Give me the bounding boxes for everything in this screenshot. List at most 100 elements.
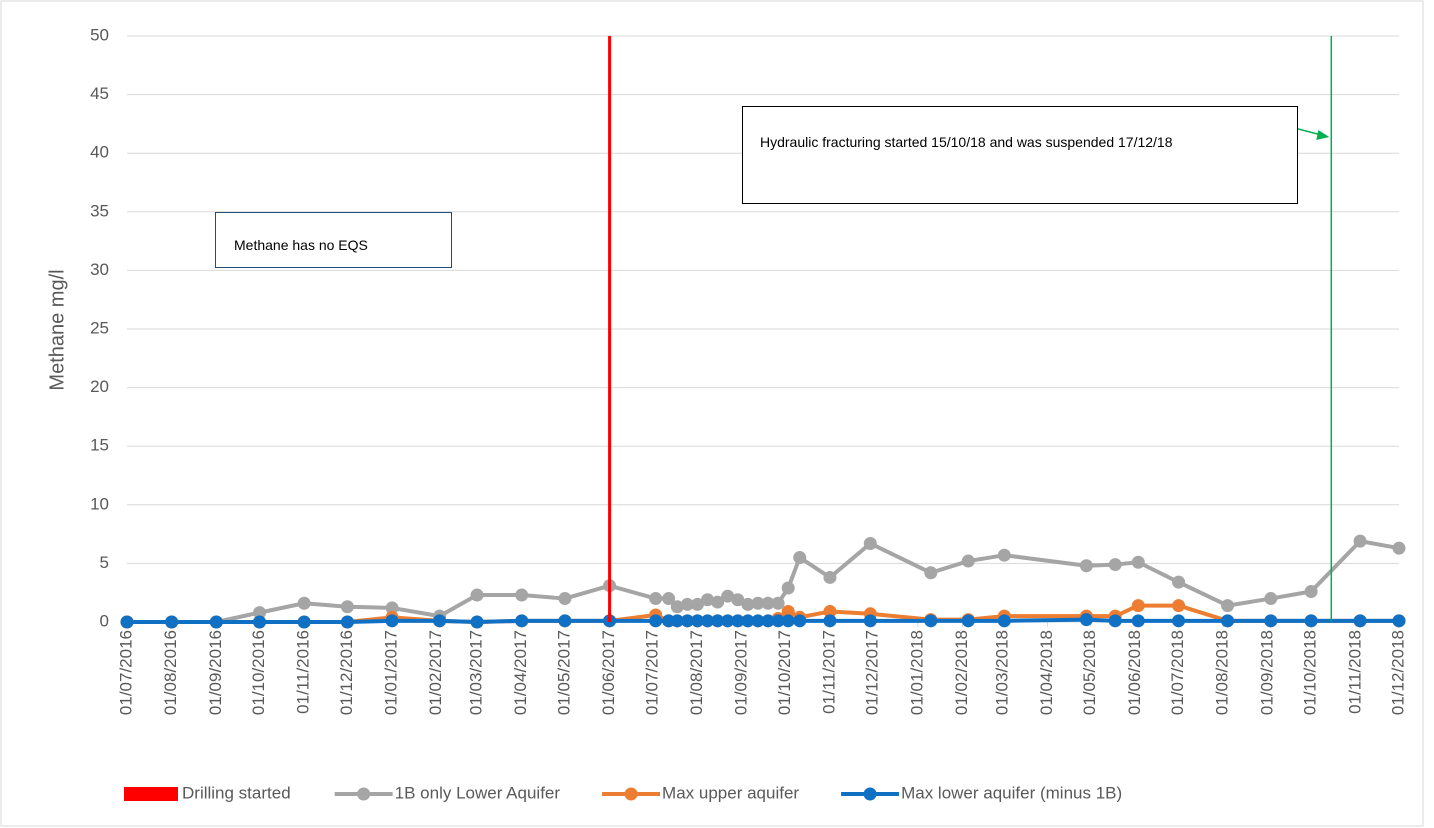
point — [670, 614, 684, 628]
point — [701, 614, 715, 628]
point — [297, 596, 311, 610]
x-tick-label: 01/11/2017 — [819, 630, 838, 714]
point — [823, 604, 837, 618]
point — [701, 593, 715, 607]
point — [721, 614, 735, 628]
x-tick-label: 01/01/2018 — [907, 630, 926, 715]
point — [731, 614, 745, 628]
legend-label: Drilling started — [182, 783, 291, 802]
point — [771, 596, 785, 610]
point — [781, 604, 795, 618]
point — [670, 600, 684, 614]
point — [711, 614, 725, 628]
point — [924, 566, 938, 580]
x-tick-label: 01/01/2017 — [382, 630, 401, 715]
point — [385, 614, 399, 628]
point — [340, 600, 354, 614]
y-tick-label: 0 — [100, 611, 109, 630]
point — [823, 570, 837, 584]
annotation-box: Hydraulic fracturing started 15/10/18 an… — [742, 106, 1298, 204]
point — [558, 614, 572, 628]
x-tick-label: 01/03/2017 — [467, 630, 486, 715]
annotation-box: Methane has no EQS — [215, 212, 452, 268]
point — [340, 615, 354, 629]
point — [558, 592, 572, 606]
x-tick-label: 01/07/2018 — [1168, 630, 1187, 715]
point — [761, 614, 775, 628]
point — [1304, 585, 1318, 599]
point — [1221, 614, 1235, 628]
legend-swatch — [124, 787, 178, 801]
x-tick-label: 01/08/2017 — [687, 630, 706, 715]
point — [741, 597, 755, 611]
point — [793, 551, 807, 565]
point — [1264, 592, 1278, 606]
x-tick-label: 01/12/2016 — [337, 630, 356, 715]
x-tick-label: 01/06/2018 — [1125, 630, 1144, 715]
point — [1131, 614, 1145, 628]
point — [863, 614, 877, 628]
point — [1264, 614, 1278, 628]
point — [1172, 599, 1186, 613]
point — [1221, 599, 1235, 613]
y-axis-label: Methane mg/l — [46, 269, 68, 390]
point — [433, 614, 447, 628]
y-tick-label: 15 — [90, 436, 109, 455]
x-tick-label: 01/09/2017 — [732, 630, 751, 715]
point — [1304, 614, 1318, 628]
legend-label: 1B only Lower Aquifer — [395, 783, 561, 802]
x-tick-label: 01/08/2018 — [1213, 630, 1232, 715]
point — [1108, 558, 1122, 572]
point — [649, 592, 663, 606]
legend-label: Max upper aquifer — [662, 783, 799, 802]
x-tick-label: 01/11/2016 — [294, 630, 313, 714]
x-tick-label: 01/03/2018 — [992, 630, 1011, 715]
point — [253, 615, 267, 629]
x-tick-label: 01/05/2018 — [1080, 630, 1099, 715]
point — [1172, 614, 1186, 628]
point — [515, 588, 529, 602]
point — [711, 595, 725, 609]
point — [731, 593, 745, 607]
point — [924, 614, 938, 628]
legend-marker — [624, 787, 638, 801]
x-tick-label: 01/10/2016 — [249, 630, 268, 715]
point — [741, 614, 755, 628]
point — [997, 548, 1011, 562]
annotation-text: Methane has no EQS — [234, 237, 368, 253]
annotation-text: Hydraulic fracturing started 15/10/18 an… — [760, 134, 1173, 150]
point — [823, 614, 837, 628]
point — [470, 588, 484, 602]
point — [1392, 614, 1406, 628]
x-tick-label: 01/12/2017 — [863, 630, 882, 715]
point — [1353, 614, 1367, 628]
point — [120, 615, 134, 629]
point — [1131, 599, 1145, 613]
point — [297, 615, 311, 629]
y-tick-label: 20 — [90, 377, 109, 396]
y-tick-label: 5 — [100, 553, 109, 572]
point — [649, 614, 663, 628]
point — [165, 615, 179, 629]
legend-label: Max lower aquifer (minus 1B) — [901, 783, 1122, 802]
point — [961, 614, 975, 628]
point — [1079, 613, 1093, 627]
y-tick-label: 35 — [90, 201, 109, 220]
point — [1172, 575, 1186, 589]
x-tick-label: 01/04/2017 — [511, 630, 530, 715]
point — [1392, 541, 1406, 555]
x-tick-label: 01/07/2016 — [116, 630, 135, 715]
point — [781, 581, 795, 595]
y-tick-label: 40 — [90, 143, 109, 162]
x-tick-label: 01/02/2017 — [426, 630, 445, 715]
point — [771, 614, 785, 628]
point — [793, 614, 807, 628]
legend-marker — [357, 787, 371, 801]
x-tick-label: 01/10/2018 — [1301, 630, 1320, 715]
x-tick-label: 01/11/2018 — [1345, 630, 1364, 714]
point — [1353, 534, 1367, 548]
x-tick-label: 01/08/2016 — [161, 630, 180, 715]
point — [209, 615, 223, 629]
